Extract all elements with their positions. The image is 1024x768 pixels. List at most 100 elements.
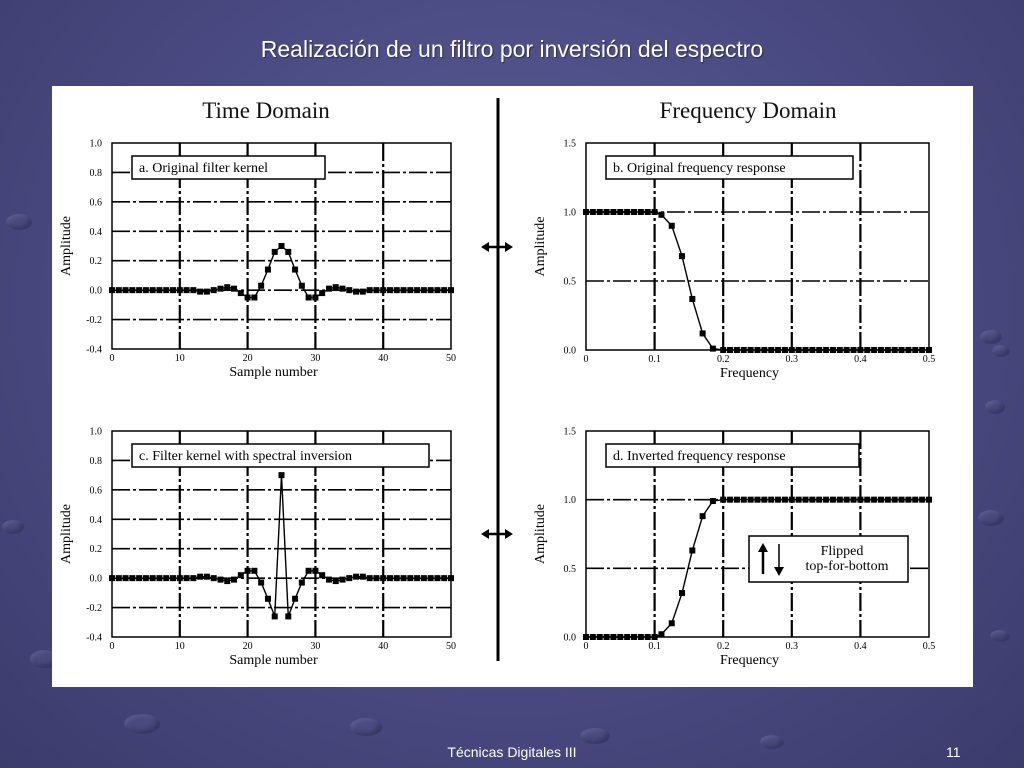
data-point: [877, 496, 884, 503]
data-point: [251, 567, 258, 574]
data-point: [400, 575, 407, 582]
data-point: [644, 634, 651, 640]
data-point: [373, 287, 380, 294]
double-arrow-icon: [481, 529, 513, 539]
data-point: [115, 575, 122, 582]
data-point: [884, 347, 891, 353]
plot-frame: [585, 430, 930, 638]
data-point: [850, 347, 857, 353]
data-point: [596, 634, 603, 640]
data-point: [305, 294, 312, 301]
data-point: [237, 572, 244, 579]
x-axis-label: Sample number: [229, 653, 318, 668]
data-point: [319, 290, 326, 297]
data-point: [610, 209, 617, 215]
y-tick-label: 0.0: [90, 574, 103, 585]
x-tick-label: 0.3: [786, 641, 799, 652]
data-point: [156, 575, 163, 582]
x-tick-label: 50: [446, 641, 456, 652]
data-point: [325, 285, 332, 292]
data-point: [905, 347, 912, 353]
x-tick-label: 50: [446, 353, 456, 364]
time-domain-heading: Time Domain: [202, 98, 330, 123]
data-point: [149, 575, 156, 582]
plot-a: 0 10 20 30 40 50 -0.4 -0.2 0.0 0.2 0.4 0.6 0.8 1.0 Sam…: [59, 139, 456, 381]
data-point: [366, 287, 373, 294]
data-point: [689, 547, 696, 554]
data-point: [244, 567, 251, 574]
y-tick-label: 0.2: [90, 256, 103, 267]
data-point: [631, 634, 638, 640]
data-point: [871, 347, 878, 353]
data-point: [775, 347, 782, 353]
data-point: [258, 579, 265, 586]
chart-title: b. Original frequency response: [613, 161, 786, 176]
data-point: [884, 496, 891, 503]
data-point: [727, 496, 734, 503]
data-point: [919, 496, 926, 503]
data-point: [768, 347, 775, 353]
data-point: [190, 287, 197, 294]
data-point: [720, 347, 727, 353]
data-point: [864, 347, 871, 353]
data-point: [864, 496, 871, 503]
chart-title-box: [605, 443, 860, 468]
data-point: [709, 345, 716, 352]
data-point: [761, 347, 768, 353]
data-point: [589, 209, 596, 215]
data-point: [747, 496, 754, 503]
data-point: [393, 287, 400, 294]
data-point: [877, 347, 884, 353]
data-point: [292, 595, 299, 602]
x-tick-label: 0.5: [923, 641, 936, 652]
data-point: [366, 575, 373, 582]
data-point: [359, 573, 366, 580]
chart-title: d. Inverted frequency response: [613, 449, 786, 464]
data-point: [768, 496, 775, 503]
data-point: [305, 567, 312, 574]
data-point: [407, 575, 414, 582]
data-point: [183, 575, 190, 582]
y-tick-label: 0.4: [90, 515, 103, 526]
data-point: [136, 287, 143, 294]
data-point: [224, 284, 231, 291]
data-point: [448, 575, 454, 582]
data-point: [420, 287, 427, 294]
data-point: [709, 498, 716, 505]
chart-title: a. Original filter kernel: [139, 161, 268, 176]
y-tick-label: 0.5: [564, 277, 577, 288]
flip-note: Flipped top-for-bottom: [748, 535, 909, 583]
x-axis-label: Frequency: [720, 653, 779, 668]
data-point: [926, 496, 932, 503]
chart-title: c. Filter kernel with spectral inversion: [139, 449, 352, 464]
data-point: [149, 287, 156, 294]
x-tick-label: 0: [584, 641, 589, 652]
plots-layer: 0 10 20 30 40 50 -0.4 -0.2 0.0 0.2 0.4 0.6 0.8 1.0 Sam…: [59, 139, 935, 669]
x-tick-label: 20: [243, 353, 253, 364]
y-tick-label: 0.0: [564, 346, 577, 357]
data-point: [210, 575, 217, 582]
data-point: [912, 496, 919, 503]
data-point: [190, 575, 197, 582]
data-point: [414, 287, 421, 294]
data-point: [298, 282, 305, 289]
x-tick-label: 40: [378, 353, 388, 364]
data-point: [720, 496, 727, 503]
data-point: [176, 287, 183, 294]
data-point: [217, 576, 224, 583]
data-point: [898, 496, 905, 503]
data-point: [210, 287, 217, 294]
data-point: [203, 573, 210, 580]
page-number: 11: [946, 744, 961, 760]
chart-title-box: [131, 443, 430, 468]
x-tick-label: 0: [110, 641, 115, 652]
data-point: [278, 243, 285, 249]
y-axis-label: Amplitude: [59, 216, 74, 276]
data-point: [905, 496, 912, 503]
flip-note-line1: Flipped: [821, 544, 864, 559]
data-point: [836, 347, 843, 353]
data-point: [644, 209, 651, 215]
data-point: [651, 634, 658, 640]
data-point: [843, 496, 850, 503]
data-point: [163, 575, 170, 582]
